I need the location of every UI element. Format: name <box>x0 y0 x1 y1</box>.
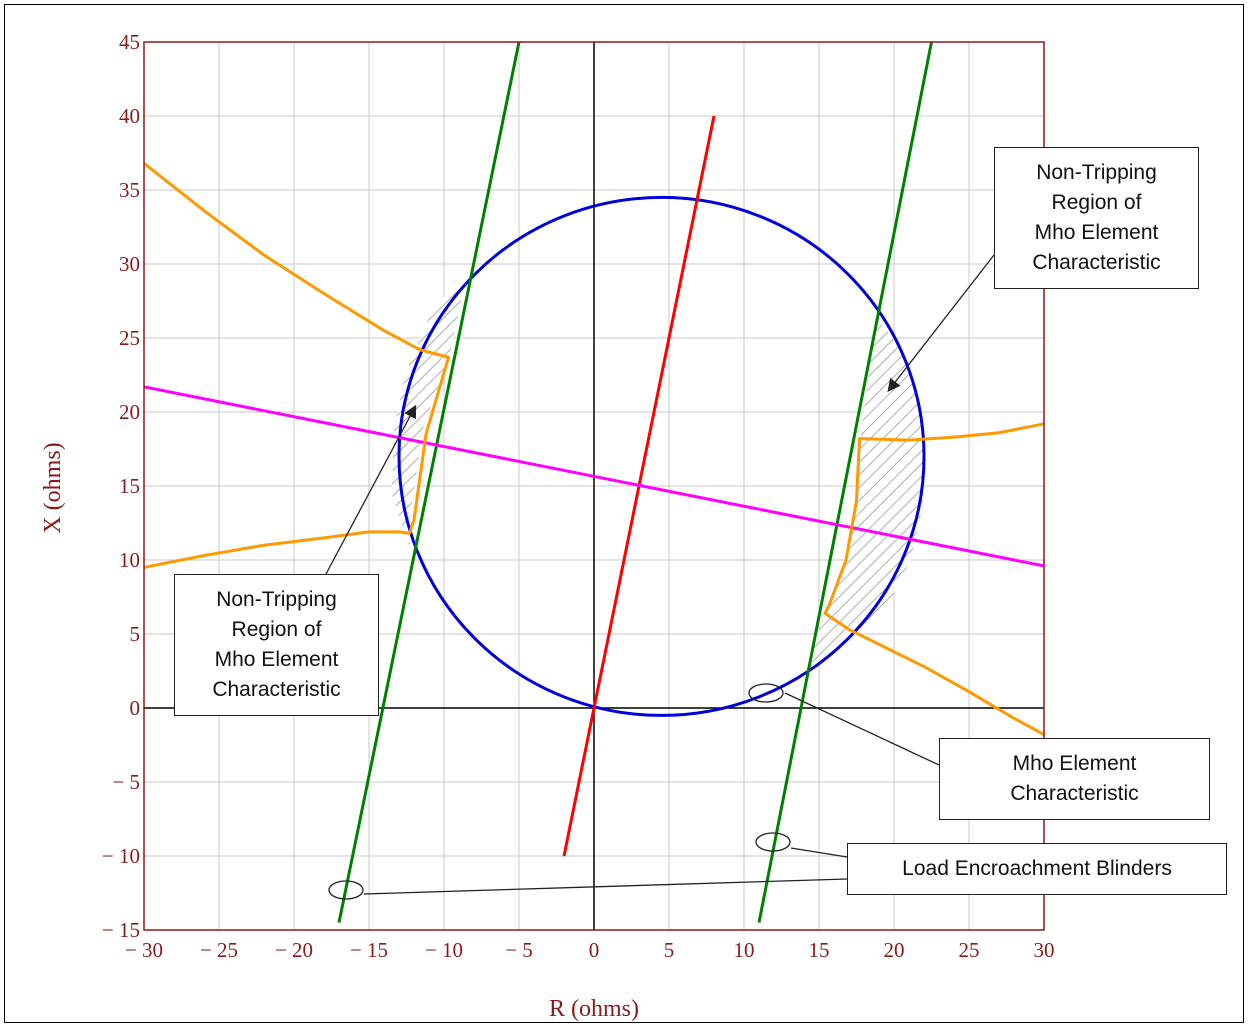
annotation-nontripping-left: Non-Tripping Region of Mho Element Chara… <box>174 574 379 716</box>
chart-frame: − 30 − 25 − 20 − 15 − 10 − 5 0 5 10 15 20 25 30 − 15… <box>4 4 1244 1023</box>
x-tick-label: 20 <box>884 938 905 962</box>
x-tick-label: − 30 <box>125 938 163 962</box>
annotation-nontripping-right: Non-Tripping Region of Mho Element Chara… <box>994 147 1199 289</box>
x-tick-label: 15 <box>809 938 830 962</box>
orange-characteristic-6 <box>144 162 450 569</box>
x-tick-label: 25 <box>959 938 980 962</box>
plot-border <box>143 41 1045 931</box>
magenta-line-5 <box>144 385 1044 568</box>
x-tick-label: 0 <box>589 938 600 962</box>
leader-blinder-right-ellipse <box>755 832 791 852</box>
series-group <box>144 42 1044 923</box>
callout-leaders <box>325 254 995 900</box>
y-tick-label: − 15 <box>102 918 140 942</box>
x-tick-label: − 20 <box>275 938 313 962</box>
y-tick-label: 15 <box>119 474 140 498</box>
x-tick-labels: − 30 − 25 − 20 − 15 − 10 − 5 0 5 10 15 20 25 30 <box>125 938 1055 962</box>
x-tick-label: − 5 <box>505 938 533 962</box>
leader-mho <box>784 692 940 766</box>
x-tick-label: − 10 <box>425 938 463 962</box>
x-axis-title: R (ohms) <box>549 996 639 1022</box>
y-tick-label: 0 <box>130 696 141 720</box>
y-tick-label: 25 <box>119 326 140 350</box>
hatched-regions <box>391 272 924 664</box>
y-tick-label: 10 <box>119 548 140 572</box>
leader-blinder-left <box>363 878 848 895</box>
y-tick-label: 45 <box>119 30 140 54</box>
y-tick-label: 35 <box>119 178 140 202</box>
leader-blinder-right <box>790 847 848 858</box>
x-tick-label: 30 <box>1034 938 1055 962</box>
y-tick-label: 30 <box>119 252 140 276</box>
chart-plot: − 30 − 25 − 20 − 15 − 10 − 5 0 5 10 15 20 25 30 − 15… <box>40 30 1055 1022</box>
blinder-line-3 <box>757 42 933 923</box>
x-tick-label: − 15 <box>350 938 388 962</box>
y-tick-label: − 10 <box>102 844 140 868</box>
y-tick-label: − 5 <box>112 770 140 794</box>
leader-blinder-left-ellipse <box>328 880 364 900</box>
y-tick-label: 40 <box>119 104 140 128</box>
blinder-line-2 <box>337 42 521 923</box>
orange-characteristic-7 <box>823 422 1044 736</box>
mho-circle <box>397 195 926 717</box>
leader-right-nontripping <box>887 254 995 393</box>
y-tick-labels: − 15 − 10 − 5 0 5 10 15 20 25 30 35 40 45 <box>102 30 140 942</box>
x-tick-label: − 25 <box>200 938 238 962</box>
x-tick-label: 10 <box>734 938 755 962</box>
hatched-region-1 <box>391 272 467 553</box>
leader-mho-ellipse <box>748 683 784 703</box>
annotation-mho-element: Mho Element Characteristic <box>939 738 1210 820</box>
y-tick-label: 20 <box>119 400 140 424</box>
leader-left-nontripping <box>325 404 417 575</box>
x-tick-label: 5 <box>664 938 675 962</box>
annotation-load-blinders: Load Encroachment Blinders <box>847 843 1227 895</box>
y-axis-title: X (ohms) <box>40 442 66 533</box>
y-tick-label: 5 <box>130 622 141 646</box>
